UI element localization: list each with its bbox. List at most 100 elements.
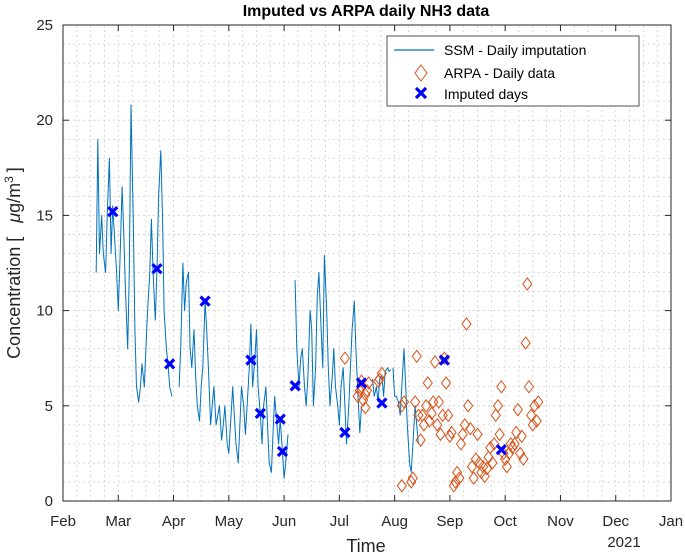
y-axis-title-suffix: ] <box>4 167 24 172</box>
y-tick-label: 0 <box>45 493 53 510</box>
arpa-point <box>518 452 529 466</box>
x-tick-label: Sep <box>437 513 464 530</box>
arpa-point <box>446 425 457 440</box>
arpa-point <box>411 349 422 364</box>
legend: SSM - Daily imputation ARPA - Daily data… <box>386 35 640 107</box>
x-tick-label: Oct <box>494 513 518 530</box>
x-tick-label: May <box>215 513 244 530</box>
imputed-point <box>495 443 507 456</box>
x-tick-label: Apr <box>162 513 185 530</box>
arpa-point <box>440 376 452 390</box>
arpa-point <box>406 475 417 489</box>
imputed-point <box>107 205 119 218</box>
legend-imputed-label: Imputed days <box>444 86 528 102</box>
arpa-point <box>450 475 461 489</box>
arpa-point <box>429 355 441 369</box>
chart-title: Imputed vs ARPA daily NH3 data <box>243 3 490 20</box>
y-axis-title-sup: 3 <box>2 176 16 183</box>
arpa-point <box>481 461 493 476</box>
y-tick-label: 25 <box>36 17 53 34</box>
legend-arpa-swatch <box>414 64 428 82</box>
arpa-point <box>520 336 531 350</box>
imputed-point <box>276 445 289 458</box>
x-tick-label: Aug <box>381 513 408 530</box>
arpa-point <box>503 446 515 461</box>
arpa-point <box>374 372 385 386</box>
imputed-point <box>289 380 301 392</box>
arpa-point <box>511 425 522 440</box>
ssm-line-segment <box>178 262 289 479</box>
y-tick-label: 15 <box>36 207 53 224</box>
x-tick-label: Nov <box>547 513 574 530</box>
imputed-point <box>151 263 163 275</box>
arpa-point <box>468 471 479 485</box>
arpa-point <box>421 398 432 413</box>
y-axis-title: Concentration [μg/m3] <box>2 167 24 359</box>
imputed-point <box>164 358 176 370</box>
arpa-point <box>457 427 468 442</box>
ssm-line-segment <box>95 104 173 403</box>
imputed-point <box>254 407 266 420</box>
legend-box <box>386 35 640 107</box>
arpa-point <box>485 440 496 455</box>
arpa-point <box>451 465 463 480</box>
imputed-point <box>245 354 257 366</box>
arpa-point <box>522 277 533 291</box>
arpa-point <box>422 376 433 390</box>
arpa-point <box>339 351 351 366</box>
arpa-point <box>523 379 535 394</box>
arpa-point <box>435 427 446 442</box>
arpa-point <box>496 379 507 394</box>
y-tick-label: 10 <box>36 303 53 320</box>
arpa-point <box>516 429 527 444</box>
arpa-point <box>487 456 498 470</box>
arpa-point <box>489 437 500 451</box>
arpa-point <box>461 317 472 331</box>
x-tick-label: Mar <box>105 513 131 530</box>
arpa-point <box>529 398 540 413</box>
arpa-point <box>413 408 424 423</box>
y-tick-label: 20 <box>36 112 53 129</box>
arpa-point <box>443 408 454 423</box>
y-axis-title-mu: μ <box>4 213 24 224</box>
arpa-point <box>360 400 371 415</box>
x-axis-title: Time <box>346 536 385 554</box>
x-tick-label: Dec <box>602 513 629 530</box>
arpa-point <box>426 406 437 421</box>
x-tick-label: Feb <box>50 513 76 530</box>
imputed-point <box>339 426 351 439</box>
arpa-point <box>527 418 538 432</box>
arpa-point <box>432 418 443 432</box>
arpa-point <box>531 414 542 428</box>
ssm-line-segment <box>294 254 362 445</box>
arpa-point <box>459 418 470 432</box>
arpa-point <box>533 395 544 409</box>
ssm-line-segment <box>392 348 419 473</box>
x-tick-label: Jan <box>659 513 683 530</box>
arpa-point <box>376 366 388 381</box>
y-axis-title-unit: g/m <box>4 183 24 213</box>
arpa-point <box>358 393 369 407</box>
arpa-point <box>463 398 474 413</box>
legend-imputed-swatch <box>414 86 428 100</box>
arpa-point <box>465 421 476 436</box>
arpa-point <box>396 478 407 493</box>
arpa-point <box>472 427 483 442</box>
arpa-point <box>500 452 511 466</box>
legend-ssm-label: SSM - Daily imputation <box>444 42 586 58</box>
imputed-point <box>355 377 368 389</box>
arpa-point <box>398 395 410 409</box>
y-tick-label: 5 <box>45 398 53 415</box>
arpa-point <box>454 471 465 485</box>
x-tick-label: Jul <box>330 513 349 530</box>
arpa-point <box>396 398 407 413</box>
arpa-point <box>455 437 467 451</box>
imputed-point <box>274 413 286 425</box>
axes-box <box>62 24 672 502</box>
imputed-point <box>199 295 211 307</box>
arpa-point <box>415 433 426 447</box>
arpa-point <box>444 429 456 444</box>
arpa-point <box>512 402 524 417</box>
arpa-point <box>409 395 421 409</box>
